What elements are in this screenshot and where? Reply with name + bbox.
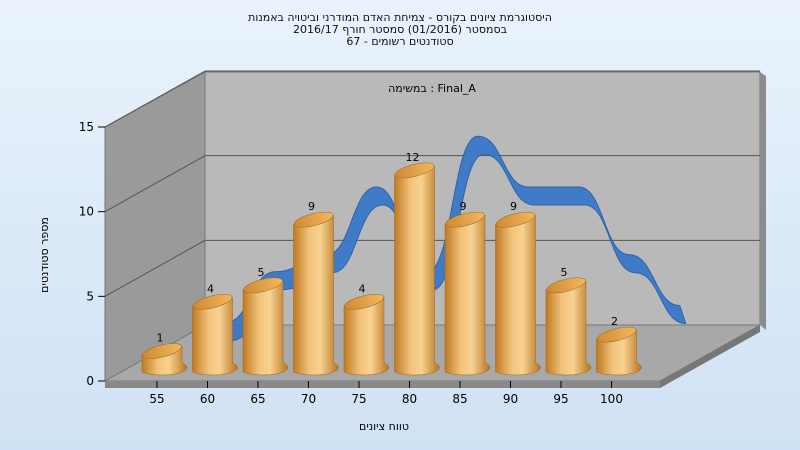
x-tick-label: 55 [149, 392, 164, 406]
x-tick-label: 100 [600, 392, 623, 406]
x-tick-label: 75 [351, 392, 366, 406]
y-tick-label: 5 [86, 289, 94, 303]
bar-value-label: 5 [258, 266, 265, 279]
y-tick-label: 10 [79, 205, 94, 219]
x-tick-label: 90 [503, 392, 518, 406]
bar-value-label: 12 [406, 151, 420, 164]
y-tick-label: 15 [79, 120, 94, 134]
bar-top [142, 343, 182, 359]
bar-100: 2 [596, 315, 642, 376]
bar-body [545, 280, 592, 376]
x-axis-ticks: 55 60 65 70 75 80 85 90 95 100 [149, 381, 623, 406]
bar-75: 4 [343, 282, 390, 376]
bar-body [394, 165, 440, 376]
chart-title-line-2: בסמסטר (01/2016) סמסטר חורף 2016/17 [293, 23, 507, 36]
gridline-left [104, 70, 206, 128]
trend-ribbon-shape [224, 135, 687, 341]
bar-value-label: 4 [359, 282, 366, 295]
bar-body [343, 296, 390, 376]
bar-65: 5 [242, 266, 289, 376]
x-tick-label: 65 [250, 392, 265, 406]
bar-top [495, 211, 536, 228]
bar-55: 1 [141, 332, 188, 376]
x-axis-title: טווח ציונים [359, 420, 409, 433]
bar-95: 5 [545, 266, 592, 376]
bar-60: 4 [192, 282, 238, 376]
x-tick-label: 95 [553, 392, 568, 406]
bar-value-label: 9 [510, 200, 517, 213]
bar-body [444, 214, 491, 376]
y-axis-title: מספר סטודנטים [38, 217, 51, 293]
bar-value-label: 2 [611, 315, 618, 328]
x-tick-label: 70 [301, 392, 316, 406]
bar-top [192, 293, 233, 310]
bar-top [596, 326, 637, 343]
x-tick-label: 85 [452, 392, 467, 406]
bars: 1 4 5 9 4 12 9 9 5 2 [141, 151, 642, 376]
bar-70: 9 [293, 200, 339, 376]
bar-top [394, 162, 435, 179]
bar-value-label: 4 [207, 282, 214, 295]
trend-ribbon [224, 135, 687, 341]
floor-edge [105, 381, 660, 388]
y-axis-ticks: 0 5 10 15 [79, 120, 105, 388]
chart-subtitle: במשימה : Final_A [388, 82, 476, 95]
right-edge [660, 325, 760, 388]
bar-top [546, 277, 586, 294]
bar-value-label: 1 [157, 332, 164, 345]
back-wall-right-edge [760, 72, 766, 330]
bar-90: 9 [495, 200, 541, 376]
bar-body [242, 280, 289, 376]
bar-value-label: 5 [561, 266, 568, 279]
bar-body [192, 296, 238, 376]
gridline-left [104, 155, 206, 213]
x-tick-label: 60 [200, 392, 215, 406]
chart-title-line-3: סטודנטים רשומים - 67 [346, 35, 454, 48]
bar-top [445, 211, 485, 228]
chart-title-line-1: היסטוגרמת ציונים בקורס - צמיחת האדם המוד… [248, 11, 552, 24]
bar-top [344, 293, 384, 310]
bar-body [495, 214, 541, 376]
bar-body [293, 214, 339, 376]
bar-value-label: 9 [460, 200, 467, 213]
bar-85: 9 [444, 200, 491, 376]
bar-value-label: 9 [308, 200, 315, 213]
y-tick-label: 0 [86, 374, 94, 388]
x-tick-label: 80 [402, 392, 417, 406]
bar-80: 12 [394, 151, 440, 376]
gridline-left [104, 239, 206, 297]
bar-top [293, 211, 334, 228]
bar-top [243, 277, 283, 294]
